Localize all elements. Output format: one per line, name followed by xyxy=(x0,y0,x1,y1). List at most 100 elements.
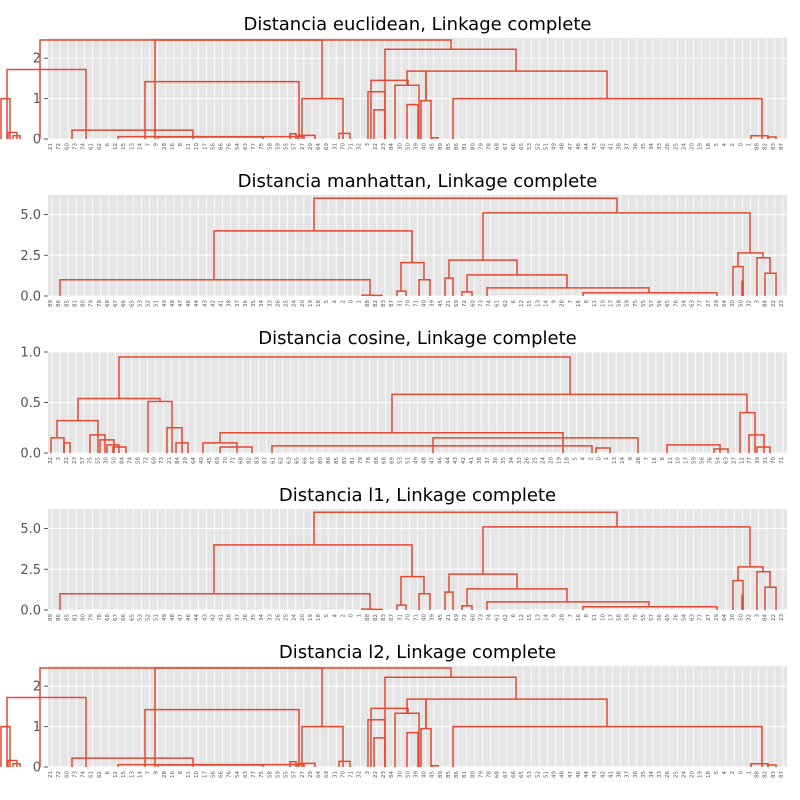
x-tick-label: 11 xyxy=(592,300,598,307)
x-tick-label: 79 xyxy=(89,300,95,307)
x-tick-label: 67 xyxy=(503,771,509,778)
x-tick-label: 14 xyxy=(543,614,549,621)
x-tick-label: 3 xyxy=(56,457,62,461)
chart-panel-1: Distancia euclidean, Linkage complete012… xyxy=(0,14,787,150)
x-tick-label: 5 xyxy=(324,614,330,618)
y-tick-label: 5.0 xyxy=(20,208,41,223)
dendrogram-links xyxy=(0,667,777,767)
x-tick-label: 70 xyxy=(340,771,346,778)
x-tick-label: 15 xyxy=(121,143,127,150)
dendrogram-link xyxy=(313,197,618,231)
dendrogram-link xyxy=(297,762,316,767)
dendrogram-link xyxy=(741,594,744,610)
x-tick-label: 64 xyxy=(316,771,322,778)
x-tick-label: 69 xyxy=(390,457,396,464)
x-tick-label: 74 xyxy=(487,300,493,307)
x-tick-label: 43 xyxy=(453,457,459,464)
x-tick-label: 36 xyxy=(633,143,639,150)
x-tick-label: 22 xyxy=(373,143,379,150)
x-tick-label: 63 xyxy=(286,457,292,464)
dendrogram-link xyxy=(0,725,11,767)
x-tick-label: 12 xyxy=(739,457,745,464)
x-tick-label: 53 xyxy=(137,300,143,307)
x-tick-label: 58 xyxy=(267,771,273,778)
dendrogram-link xyxy=(213,544,413,594)
x-tick-label: 78 xyxy=(487,143,493,150)
x-tick-label: 57 xyxy=(292,143,298,150)
x-tick-label: 42 xyxy=(600,771,606,778)
x-tick-label: 24 xyxy=(292,614,298,621)
x-tick-label: 79 xyxy=(478,143,484,150)
x-tick-label: 50 xyxy=(405,143,411,150)
dendrogram-link xyxy=(0,97,11,139)
x-tick-label: 15 xyxy=(527,300,533,307)
x-tick-label: 61 xyxy=(89,771,95,778)
dendrogram-link xyxy=(154,39,452,139)
x-tick-label: 69 xyxy=(324,143,330,150)
dendrogram-link xyxy=(486,287,650,296)
x-tick-label: 14 xyxy=(620,457,626,464)
y-tick-label: 5.0 xyxy=(20,522,41,537)
x-tick-label: 76 xyxy=(227,771,233,778)
x-tick-label: 60 xyxy=(64,143,70,150)
x-tick-label: 27 xyxy=(300,143,306,150)
x-tick-label: 9 xyxy=(154,771,160,775)
x-tick-label: 66 xyxy=(302,457,308,464)
x-tick-label: 83 xyxy=(771,143,777,150)
dendrogram-link xyxy=(371,608,383,611)
x-tick-label: 13 xyxy=(535,614,541,621)
x-tick-label: 38 xyxy=(227,614,233,621)
x-tick-label: 66 xyxy=(219,143,225,150)
x-tick-label: 23 xyxy=(381,143,387,150)
x-tick-label: 78 xyxy=(97,614,103,621)
x-tick-label: 64 xyxy=(722,614,728,621)
x-tick-label: 9 xyxy=(552,614,558,618)
x-tick-label: 56 xyxy=(700,457,706,464)
x-tick-label: 17 xyxy=(608,614,614,621)
x-tick-label: 2 xyxy=(340,614,346,618)
dendrogram-link xyxy=(338,760,351,767)
x-tick-label: 67 xyxy=(113,614,119,621)
x-tick-label: 7 xyxy=(644,457,650,461)
dendrogram-link xyxy=(59,592,371,610)
x-tick-label: 82 xyxy=(763,771,769,778)
x-tick-label: 13 xyxy=(612,457,618,464)
x-tick-label: 37 xyxy=(485,457,491,464)
x-tick-label: 51 xyxy=(154,300,160,307)
x-tick-label: 87 xyxy=(389,300,395,307)
x-tick-label: 49 xyxy=(162,614,168,621)
x-tick-label: 0 xyxy=(349,614,355,618)
x-tick-label: 32 xyxy=(48,457,54,464)
x-tick-label: 30 xyxy=(730,614,736,621)
x-tick-label: 40 xyxy=(422,614,428,621)
x-tick-label: 53 xyxy=(398,457,404,464)
x-tick-label: 5 xyxy=(572,457,578,461)
x-tick-label: 28 xyxy=(162,143,168,150)
x-tick-label: 70 xyxy=(340,143,346,150)
chart-title: Distancia manhattan, Linkage complete xyxy=(238,171,598,192)
x-tick-label: 77 xyxy=(698,300,704,307)
x-tick-label: 56 xyxy=(657,614,663,621)
x-tick-label: 16 xyxy=(170,771,176,778)
x-tick-label: 44 xyxy=(584,143,590,150)
x-tick-label: 17 xyxy=(608,300,614,307)
x-tick-label: 85 xyxy=(64,614,70,621)
x-tick-label: 5 xyxy=(714,143,720,147)
x-tick-label: 21 xyxy=(167,457,173,464)
x-tick-label: 47 xyxy=(568,143,574,150)
dendrogram-link xyxy=(313,511,618,545)
x-tick-label: 65 xyxy=(519,143,525,150)
x-tick-label: 74 xyxy=(81,771,87,778)
x-tick-label: 9 xyxy=(628,457,634,461)
x-tick-label: 66 xyxy=(511,143,517,150)
dendrogram-link xyxy=(371,294,383,297)
x-tick-label: 62 xyxy=(97,771,103,778)
y-tick-label: 0.0 xyxy=(20,447,41,462)
x-tick-label: 34 xyxy=(649,143,655,150)
x-tick-label: 48 xyxy=(170,614,176,621)
x-tick-label: 58 xyxy=(267,143,273,150)
x-tick-label: 7 xyxy=(568,300,574,304)
dendrogram-link xyxy=(764,586,777,610)
x-tick-label: 65 xyxy=(129,300,135,307)
x-tick-label: 39 xyxy=(414,771,420,778)
